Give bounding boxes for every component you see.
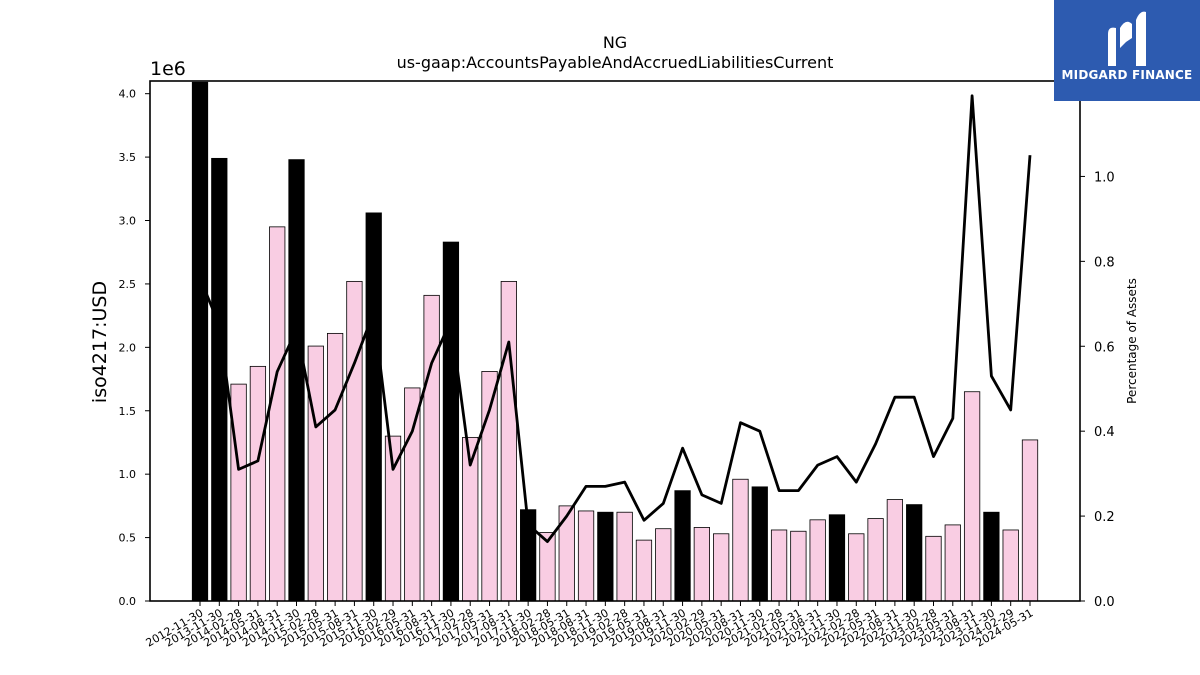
bar xyxy=(307,345,324,602)
bar xyxy=(597,511,614,602)
y-tick-label: 0.5 xyxy=(119,532,137,545)
bar xyxy=(828,514,846,602)
bar xyxy=(404,387,421,602)
midgard-logo: MIDGARD FINANCE xyxy=(1054,0,1200,101)
bar xyxy=(693,527,710,602)
bar xyxy=(288,159,305,602)
bar xyxy=(211,157,228,602)
bar xyxy=(442,241,460,602)
bar xyxy=(249,365,267,602)
chart-title: NG xyxy=(603,33,627,52)
bar xyxy=(674,490,691,602)
bar xyxy=(867,518,884,602)
y-tick-label: 1.5 xyxy=(119,405,137,418)
bar xyxy=(713,533,730,602)
y-tick-label: 0.0 xyxy=(119,595,137,608)
bar xyxy=(1021,439,1039,602)
logo-text: MIDGARD FINANCE xyxy=(1061,68,1193,82)
bar xyxy=(191,81,209,602)
y-tick-label: 4.0 xyxy=(119,88,137,101)
bar xyxy=(558,505,575,602)
bar xyxy=(365,212,382,602)
bar xyxy=(577,510,595,602)
percentage-line xyxy=(198,94,1032,543)
y2-tick-label: 0.4 xyxy=(1094,425,1115,440)
y2-tick-label: 0.0 xyxy=(1094,595,1115,610)
bar xyxy=(423,294,440,602)
bar xyxy=(906,504,923,602)
midgard-logo-icon xyxy=(1108,11,1146,67)
y-tick-label: 2.5 xyxy=(119,278,137,291)
bar xyxy=(770,529,788,602)
y2-tick-label: 0.2 xyxy=(1094,510,1115,525)
bar xyxy=(616,511,633,602)
bar xyxy=(848,533,865,602)
bar xyxy=(886,499,904,602)
y2-tick-label: 0.8 xyxy=(1094,255,1115,270)
bar xyxy=(732,478,749,602)
y-axis-label: iso4217:USD xyxy=(89,281,111,403)
bar xyxy=(925,535,942,602)
bar xyxy=(655,528,672,602)
bar xyxy=(1002,529,1019,602)
bar xyxy=(983,511,1000,602)
chart-subtitle: us-gaap:AccountsPayableAndAccruedLiabili… xyxy=(397,53,834,72)
bar xyxy=(944,524,961,602)
bar xyxy=(809,519,826,602)
bar xyxy=(346,280,363,602)
bar xyxy=(751,486,768,602)
bar xyxy=(635,539,653,602)
plot-frame xyxy=(149,80,1081,602)
bar xyxy=(963,391,981,602)
y-tick-label: 3.0 xyxy=(119,215,137,228)
y2-tick-label: 0.6 xyxy=(1094,340,1115,355)
bar xyxy=(230,383,247,602)
bar xyxy=(326,332,344,602)
bar xyxy=(500,280,517,602)
y-axis-offset-label: 1e6 xyxy=(150,58,186,80)
bar xyxy=(790,530,807,602)
y2-axis-label: Percentage of Assets xyxy=(1125,278,1139,404)
bar xyxy=(269,226,286,602)
y-tick-label: 3.5 xyxy=(119,151,137,164)
y2-tick-label: 1.0 xyxy=(1094,170,1115,185)
y-tick-label: 2.0 xyxy=(119,341,137,354)
y-tick-label: 1.0 xyxy=(119,468,137,481)
